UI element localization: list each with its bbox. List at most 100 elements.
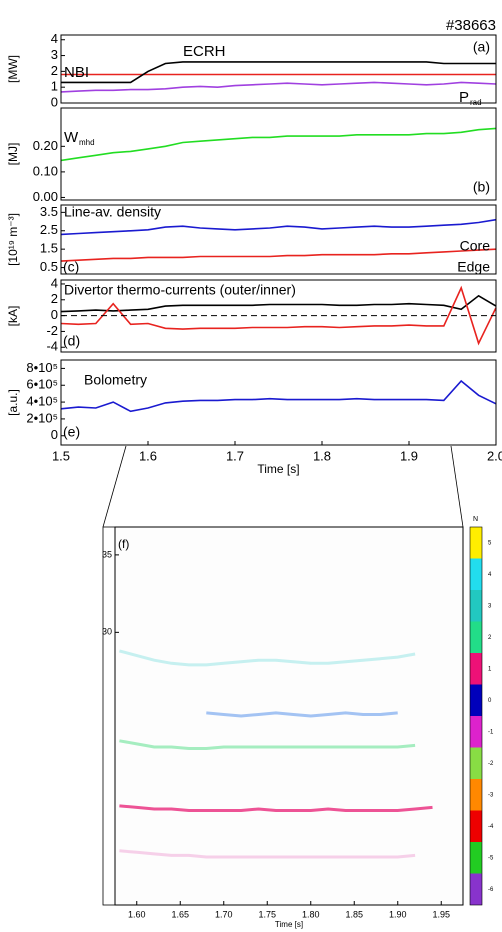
axes-frame bbox=[60, 107, 497, 201]
colorbar-tick-label: 0 bbox=[488, 698, 492, 704]
y-axis-label: [MJ] bbox=[6, 143, 20, 166]
series-line bbox=[60, 127, 497, 162]
y-tick-label: 0 bbox=[51, 307, 58, 322]
colorbar-tick-label: 3 bbox=[488, 603, 492, 609]
x-tick-label: 2.0 bbox=[487, 448, 502, 463]
annotation: (a) bbox=[473, 39, 490, 55]
zoom-connector bbox=[450, 445, 464, 528]
y-tick-label: 0 bbox=[51, 427, 58, 442]
y-tick-label: 3.5 bbox=[40, 204, 58, 219]
x-tick-label: 1.75 bbox=[258, 909, 276, 919]
annotation: W bbox=[64, 129, 79, 146]
mode-trace bbox=[119, 739, 416, 750]
mode-trace bbox=[119, 804, 433, 812]
x-tick-label: 1.8 bbox=[313, 448, 331, 463]
series-line bbox=[60, 81, 497, 93]
x-tick-label: 1.60 bbox=[128, 909, 146, 919]
y-tick-label: 1.5 bbox=[40, 241, 58, 256]
series-line bbox=[60, 285, 497, 346]
annotation: ECRH bbox=[183, 43, 226, 60]
annotation: P bbox=[459, 89, 469, 106]
colorbar-tick-label: -2 bbox=[488, 761, 494, 767]
annotation: (e) bbox=[63, 424, 80, 440]
annotation: (f) bbox=[118, 537, 129, 551]
y-tick-label: 2•10⁵ bbox=[26, 410, 58, 425]
colorbar-tick-label: -5 bbox=[488, 855, 494, 861]
annotation: NBI bbox=[64, 64, 89, 81]
x-tick-label: 1.95 bbox=[432, 909, 450, 919]
x-tick-label: 1.7 bbox=[226, 448, 244, 463]
x-tick-label: 1.90 bbox=[389, 909, 407, 919]
x-tick-label: 1.80 bbox=[302, 909, 320, 919]
y-tick-label: 8•10⁵ bbox=[26, 360, 58, 375]
colorbar-frame bbox=[469, 526, 483, 906]
chart-title: #38663 bbox=[446, 17, 496, 34]
mode-trace bbox=[119, 849, 416, 859]
mode-trace bbox=[206, 711, 398, 718]
series-line bbox=[61, 61, 496, 84]
axes-frame bbox=[60, 204, 497, 275]
colorbar-swatch bbox=[470, 842, 482, 874]
y-tick-label: 4 bbox=[51, 31, 58, 46]
y-axis-label: [10¹⁹ m⁻³] bbox=[6, 213, 20, 266]
series-line bbox=[60, 379, 497, 413]
y-tick-label: 30 bbox=[102, 627, 112, 637]
annotation: Edge bbox=[457, 259, 490, 275]
x-tick-label: 1.6 bbox=[139, 448, 157, 463]
annotation: Divertor thermo-currents (outer/ bbox=[64, 282, 260, 298]
annotation: rad bbox=[470, 98, 482, 107]
colorbar-tick-label: 1 bbox=[488, 666, 492, 672]
y-tick-label: 2 bbox=[51, 291, 58, 306]
y-tick-label: 2.5 bbox=[40, 222, 58, 237]
zoom-connector bbox=[102, 445, 127, 528]
colorbar-swatch bbox=[470, 873, 482, 905]
series-line bbox=[60, 294, 497, 313]
colorbar-tick-label: -6 bbox=[488, 887, 494, 893]
y-tick-label: 1 bbox=[51, 79, 58, 94]
annotation: ) bbox=[291, 282, 296, 298]
y-axis-label: [kA] bbox=[6, 306, 20, 327]
colorbar-label: N bbox=[473, 516, 478, 523]
x-axis-label: Time [s] bbox=[257, 462, 299, 476]
colorbar-swatch bbox=[470, 653, 482, 685]
annotation: (b) bbox=[473, 179, 490, 195]
mode-trace bbox=[119, 649, 416, 667]
annotation: mhd bbox=[79, 138, 95, 147]
series-line bbox=[60, 218, 497, 236]
annotation: (c) bbox=[63, 259, 79, 275]
colorbar-tick-label: -4 bbox=[488, 824, 494, 830]
annotation: Core bbox=[460, 238, 491, 254]
colorbar-tick-label: 5 bbox=[488, 540, 492, 546]
x-tick-label: 1.9 bbox=[400, 448, 418, 463]
y-axis-label: [MW] bbox=[6, 55, 20, 83]
annotation: (d) bbox=[63, 333, 80, 349]
colorbar-swatch bbox=[470, 779, 482, 811]
y-tick-label: -4 bbox=[46, 339, 58, 354]
x-tick-label: 1.70 bbox=[215, 909, 233, 919]
x-tick-label: 1.65 bbox=[171, 909, 189, 919]
colorbar-swatch bbox=[470, 527, 482, 559]
colorbar-tick-label: 2 bbox=[488, 635, 492, 641]
colorbar-swatch bbox=[470, 747, 482, 779]
y-tick-label: 0.5 bbox=[40, 259, 58, 274]
colorbar-swatch bbox=[470, 621, 482, 653]
annotation: Line-av. density bbox=[64, 204, 161, 220]
colorbar-tick-label: 4 bbox=[488, 572, 492, 578]
annotation: inner bbox=[260, 282, 291, 298]
x-axis-label: Time [s] bbox=[275, 920, 303, 929]
colorbar-swatch bbox=[470, 684, 482, 716]
annotation: Bolometry bbox=[84, 372, 147, 388]
y-tick-label: 6•10⁵ bbox=[26, 377, 58, 392]
y-tick-label: 35 bbox=[102, 549, 112, 559]
colorbar-swatch bbox=[470, 810, 482, 842]
y-tick-label: 0.00 bbox=[33, 189, 58, 204]
x-tick-label: 1.5 bbox=[52, 448, 70, 463]
colorbar-swatch bbox=[470, 558, 482, 590]
y-tick-label: 3 bbox=[51, 47, 58, 62]
y-tick-label: 2 bbox=[51, 63, 58, 78]
colorbar-swatch bbox=[470, 590, 482, 622]
y-axis-label: [a.u.] bbox=[6, 389, 20, 416]
y-tick-label: -2 bbox=[46, 323, 58, 338]
y-tick-label: 0.10 bbox=[33, 163, 58, 178]
